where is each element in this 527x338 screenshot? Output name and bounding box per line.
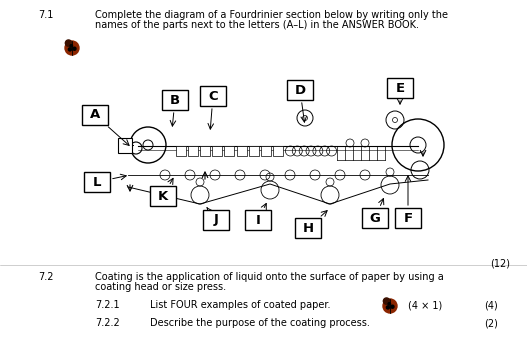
Bar <box>249 146 259 156</box>
FancyBboxPatch shape <box>295 218 321 238</box>
Bar <box>274 146 284 156</box>
FancyBboxPatch shape <box>82 105 108 125</box>
Text: coating head or size press.: coating head or size press. <box>95 282 226 292</box>
Text: C: C <box>208 90 218 102</box>
Bar <box>118 138 132 153</box>
Text: List FOUR examples of coated paper.: List FOUR examples of coated paper. <box>150 300 330 310</box>
FancyBboxPatch shape <box>203 210 229 230</box>
Text: D: D <box>295 83 306 97</box>
Text: names of the parts next to the letters (A–L) in the ANSWER BOOK.: names of the parts next to the letters (… <box>95 20 419 30</box>
FancyBboxPatch shape <box>200 86 226 106</box>
Circle shape <box>383 298 389 304</box>
FancyBboxPatch shape <box>395 208 421 228</box>
Bar <box>261 146 271 156</box>
Text: 7.2.1: 7.2.1 <box>95 300 120 310</box>
FancyBboxPatch shape <box>162 90 188 110</box>
Circle shape <box>65 41 79 55</box>
Text: A: A <box>90 108 100 121</box>
Text: (12): (12) <box>490 258 510 268</box>
Text: K: K <box>158 190 168 202</box>
Bar <box>188 146 198 156</box>
Text: I: I <box>256 214 260 226</box>
Text: Coating is the application of liquid onto the surface of paper by using a: Coating is the application of liquid ont… <box>95 272 444 282</box>
Text: 7.2: 7.2 <box>38 272 54 282</box>
Text: (4): (4) <box>484 300 498 310</box>
Circle shape <box>388 303 391 305</box>
Circle shape <box>383 299 397 313</box>
Circle shape <box>65 40 72 46</box>
Text: B: B <box>170 94 180 106</box>
Text: 7.2.2: 7.2.2 <box>95 318 120 328</box>
FancyBboxPatch shape <box>245 210 271 230</box>
Bar <box>175 146 186 156</box>
Bar <box>237 146 247 156</box>
FancyBboxPatch shape <box>84 172 110 192</box>
Bar <box>200 146 210 156</box>
Circle shape <box>70 45 73 47</box>
Text: (2): (2) <box>484 318 498 328</box>
Text: Describe the purpose of the coating process.: Describe the purpose of the coating proc… <box>150 318 370 328</box>
Text: L: L <box>93 175 101 189</box>
Text: H: H <box>302 221 314 235</box>
Circle shape <box>391 305 394 308</box>
Text: Complete the diagram of a Fourdrinier section below by writing only the: Complete the diagram of a Fourdrinier se… <box>95 10 448 20</box>
Text: J: J <box>213 214 218 226</box>
Text: 7.1: 7.1 <box>38 10 53 20</box>
Text: (4 × 1): (4 × 1) <box>408 300 442 310</box>
Circle shape <box>69 48 72 51</box>
Bar <box>212 146 222 156</box>
Bar <box>225 146 235 156</box>
FancyBboxPatch shape <box>387 78 413 98</box>
Circle shape <box>73 47 76 50</box>
Text: F: F <box>404 212 413 224</box>
FancyBboxPatch shape <box>150 186 176 206</box>
Text: G: G <box>369 212 380 224</box>
Circle shape <box>386 306 389 309</box>
FancyBboxPatch shape <box>287 80 313 100</box>
Text: E: E <box>395 81 405 95</box>
FancyBboxPatch shape <box>362 208 388 228</box>
